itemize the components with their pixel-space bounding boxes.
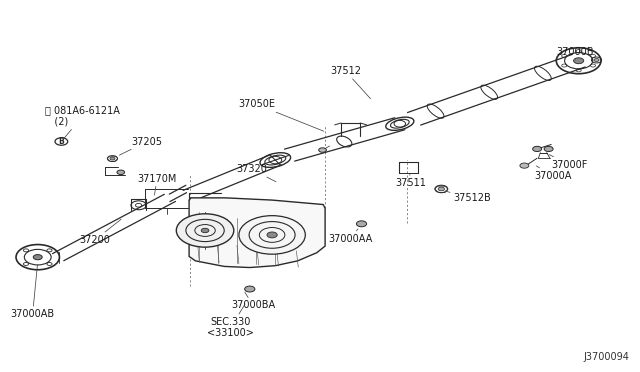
Circle shape: [319, 148, 326, 152]
Text: 37170M: 37170M: [138, 174, 177, 195]
Text: 37000F: 37000F: [549, 155, 588, 170]
Circle shape: [356, 221, 367, 227]
Circle shape: [594, 58, 599, 61]
Circle shape: [117, 170, 125, 174]
Text: B: B: [58, 137, 64, 146]
Text: 37205: 37205: [120, 137, 163, 155]
Text: 37000BA: 37000BA: [231, 292, 275, 310]
Text: 37512: 37512: [330, 66, 371, 99]
Circle shape: [267, 232, 277, 238]
Circle shape: [438, 187, 445, 191]
Text: 37320: 37320: [236, 164, 276, 182]
Text: 37000B: 37000B: [557, 47, 594, 60]
Circle shape: [532, 146, 541, 151]
Circle shape: [573, 58, 584, 64]
Text: 37511: 37511: [396, 174, 426, 188]
Circle shape: [520, 163, 529, 168]
Circle shape: [201, 228, 209, 233]
Text: SEC.330
<33100>: SEC.330 <33100>: [207, 304, 254, 339]
Polygon shape: [189, 198, 325, 267]
Circle shape: [33, 254, 42, 260]
Circle shape: [110, 157, 115, 160]
Text: 37050E: 37050E: [238, 99, 324, 131]
Circle shape: [244, 286, 255, 292]
Circle shape: [239, 216, 305, 254]
Circle shape: [176, 214, 234, 247]
Text: J3700094: J3700094: [584, 352, 630, 362]
Text: 37200: 37200: [80, 219, 121, 245]
Circle shape: [544, 146, 553, 151]
Text: 37000AA: 37000AA: [328, 229, 372, 244]
Text: Ⓑ 081A6-6121A
   (2): Ⓑ 081A6-6121A (2): [45, 105, 120, 140]
Text: 37000A: 37000A: [534, 166, 572, 181]
Text: 37512B: 37512B: [445, 191, 491, 203]
Text: 37000AB: 37000AB: [11, 265, 54, 319]
